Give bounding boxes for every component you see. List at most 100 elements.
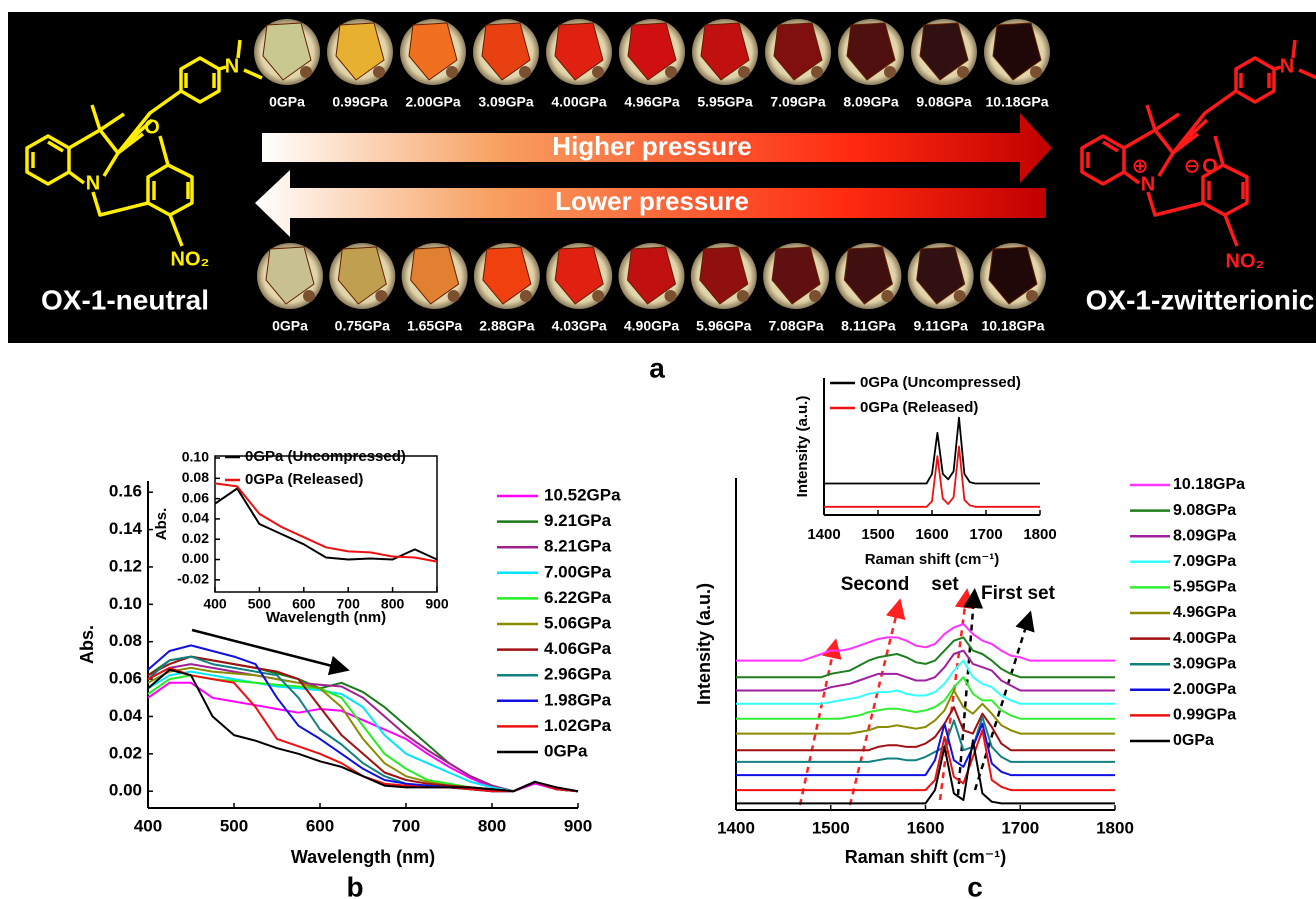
legend-label: 2.00GPa xyxy=(1173,681,1236,698)
arrow-down-label: Lower pressure xyxy=(555,186,749,216)
y-tick-label: 0.02 xyxy=(109,743,142,762)
ruby-marker xyxy=(738,66,750,78)
compound-name: OX-1-neutral xyxy=(41,284,209,315)
ruby-marker xyxy=(519,66,531,78)
pressure-label: 2.00GPa xyxy=(405,94,460,110)
pressure-label: 0GPa xyxy=(272,318,308,334)
atom-label: N xyxy=(225,55,239,77)
pressure-label: 0.99GPa xyxy=(332,94,387,110)
atom-label: N xyxy=(86,172,100,194)
ruby-marker xyxy=(520,290,532,302)
x-tick-label: 800 xyxy=(478,816,506,835)
legend-label: 3.09GPa xyxy=(1173,655,1236,672)
legend-label: 4.96GPa xyxy=(1173,604,1236,621)
ruby-marker xyxy=(303,290,315,302)
atom-label: NO₂ xyxy=(171,248,210,270)
x-tick-label: 1500 xyxy=(812,818,850,837)
legend-label: 8.09GPa xyxy=(1173,527,1236,544)
series-line xyxy=(148,672,578,792)
y-tick-label: 0.00 xyxy=(182,550,209,566)
pressure-label: 2.88GPa xyxy=(479,318,534,334)
pressure-label: 9.11GPa xyxy=(913,318,968,334)
y-tick-label: 0.06 xyxy=(182,489,209,505)
chart: 400500600700800900-0.020.000.020.040.060… xyxy=(153,448,449,626)
y-tick-label: 0.00 xyxy=(109,781,142,800)
y-axis-label: Abs. xyxy=(153,508,170,541)
pressure-label: 3.09GPa xyxy=(478,94,533,110)
y-tick-label: 0.04 xyxy=(109,706,143,725)
pressure-label: 9.08GPa xyxy=(916,94,971,110)
panel-label: b xyxy=(346,871,363,899)
x-axis-label: Raman shift (cm⁻¹) xyxy=(845,847,1007,867)
pressure-label: 5.95GPa xyxy=(697,94,752,110)
series-line xyxy=(148,657,578,792)
pressure-label: 4.96GPa xyxy=(624,94,679,110)
series-line xyxy=(148,670,578,792)
charge-label: ⊖ xyxy=(1184,155,1201,177)
series-line xyxy=(148,657,578,792)
legend-label: 2.96GPa xyxy=(544,665,612,684)
legend-label: 7.09GPa xyxy=(1173,553,1236,570)
x-tick-label: 1400 xyxy=(807,526,840,543)
legend-label: 9.08GPa xyxy=(1173,502,1236,519)
panel-a: Higher pressure Lower pressure OX-1-neut… xyxy=(8,12,1316,343)
chart: 4005006007008009000.000.020.040.060.080.… xyxy=(77,481,621,899)
x-tick-label: 500 xyxy=(220,816,248,835)
ruby-marker xyxy=(881,290,893,302)
page: {"panel_a": {"label": "a", "top_pressure… xyxy=(0,0,1316,899)
pressure-label: 7.08GPa xyxy=(768,318,823,334)
pressure-label: 4.90GPa xyxy=(624,318,679,334)
pressure-label: 10.18GPa xyxy=(981,318,1044,334)
legend-label: 4.00GPa xyxy=(1173,630,1236,647)
series-line xyxy=(736,624,1115,661)
series-line xyxy=(736,730,1115,790)
x-tick-label: 700 xyxy=(392,816,420,835)
x-tick-label: 1400 xyxy=(717,818,755,837)
x-tick-label: 1600 xyxy=(907,818,945,837)
peak-shift-arrow xyxy=(800,648,834,805)
ruby-marker xyxy=(300,66,312,78)
annotation: First set xyxy=(981,583,1056,604)
x-tick-label: 1700 xyxy=(969,526,1002,543)
ruby-marker xyxy=(811,66,823,78)
ruby-marker xyxy=(448,290,460,302)
legend-label: 0GPa xyxy=(544,741,588,760)
y-tick-label: 0.14 xyxy=(109,519,143,538)
y-tick-label: 0.10 xyxy=(109,594,142,613)
y-tick-label: 0.12 xyxy=(109,556,142,575)
ruby-marker xyxy=(957,66,969,78)
x-tick-label: 1500 xyxy=(861,526,894,543)
legend-label: 0GPa (Released) xyxy=(245,471,363,488)
ruby-marker xyxy=(665,290,677,302)
legend-label: 4.06GPa xyxy=(544,639,612,658)
y-tick-label: 0.16 xyxy=(109,482,142,501)
y-tick-label: 0.04 xyxy=(182,510,209,526)
x-tick-label: 900 xyxy=(564,816,592,835)
legend-label: 10.18GPa xyxy=(1173,476,1245,493)
series-line xyxy=(824,418,1040,484)
y-tick-label: -0.02 xyxy=(177,571,209,587)
ruby-marker xyxy=(446,66,458,78)
series-line xyxy=(148,657,578,792)
legend-label: 6.22GPa xyxy=(544,588,612,607)
legend-label: 0GPa (Uncompressed) xyxy=(245,448,406,465)
series-line xyxy=(824,447,1040,507)
ruby-marker xyxy=(737,290,749,302)
compound-name: OX-1-zwitterionic xyxy=(1086,284,1315,315)
atom-label: O xyxy=(144,116,160,138)
series-line xyxy=(736,677,1115,719)
legend-label: 10.52GPa xyxy=(544,485,621,504)
series-line xyxy=(148,668,578,791)
pressure-label: 5.96GPa xyxy=(696,318,751,334)
pressure-label: 4.00GPa xyxy=(551,94,606,110)
ruby-marker xyxy=(373,66,385,78)
x-axis-label: Wavelength (nm) xyxy=(266,609,386,626)
x-tick-label: 400 xyxy=(134,816,162,835)
legend-label: 0GPa (Released) xyxy=(860,399,978,416)
legend-label: 0GPa (Uncompressed) xyxy=(860,374,1021,391)
y-tick-label: 0.10 xyxy=(182,449,209,465)
ruby-marker xyxy=(375,290,387,302)
atom-label: NO₂ xyxy=(1226,250,1265,272)
x-axis-label: Raman shift (cm⁻¹) xyxy=(865,551,1000,568)
series-line xyxy=(736,637,1115,677)
